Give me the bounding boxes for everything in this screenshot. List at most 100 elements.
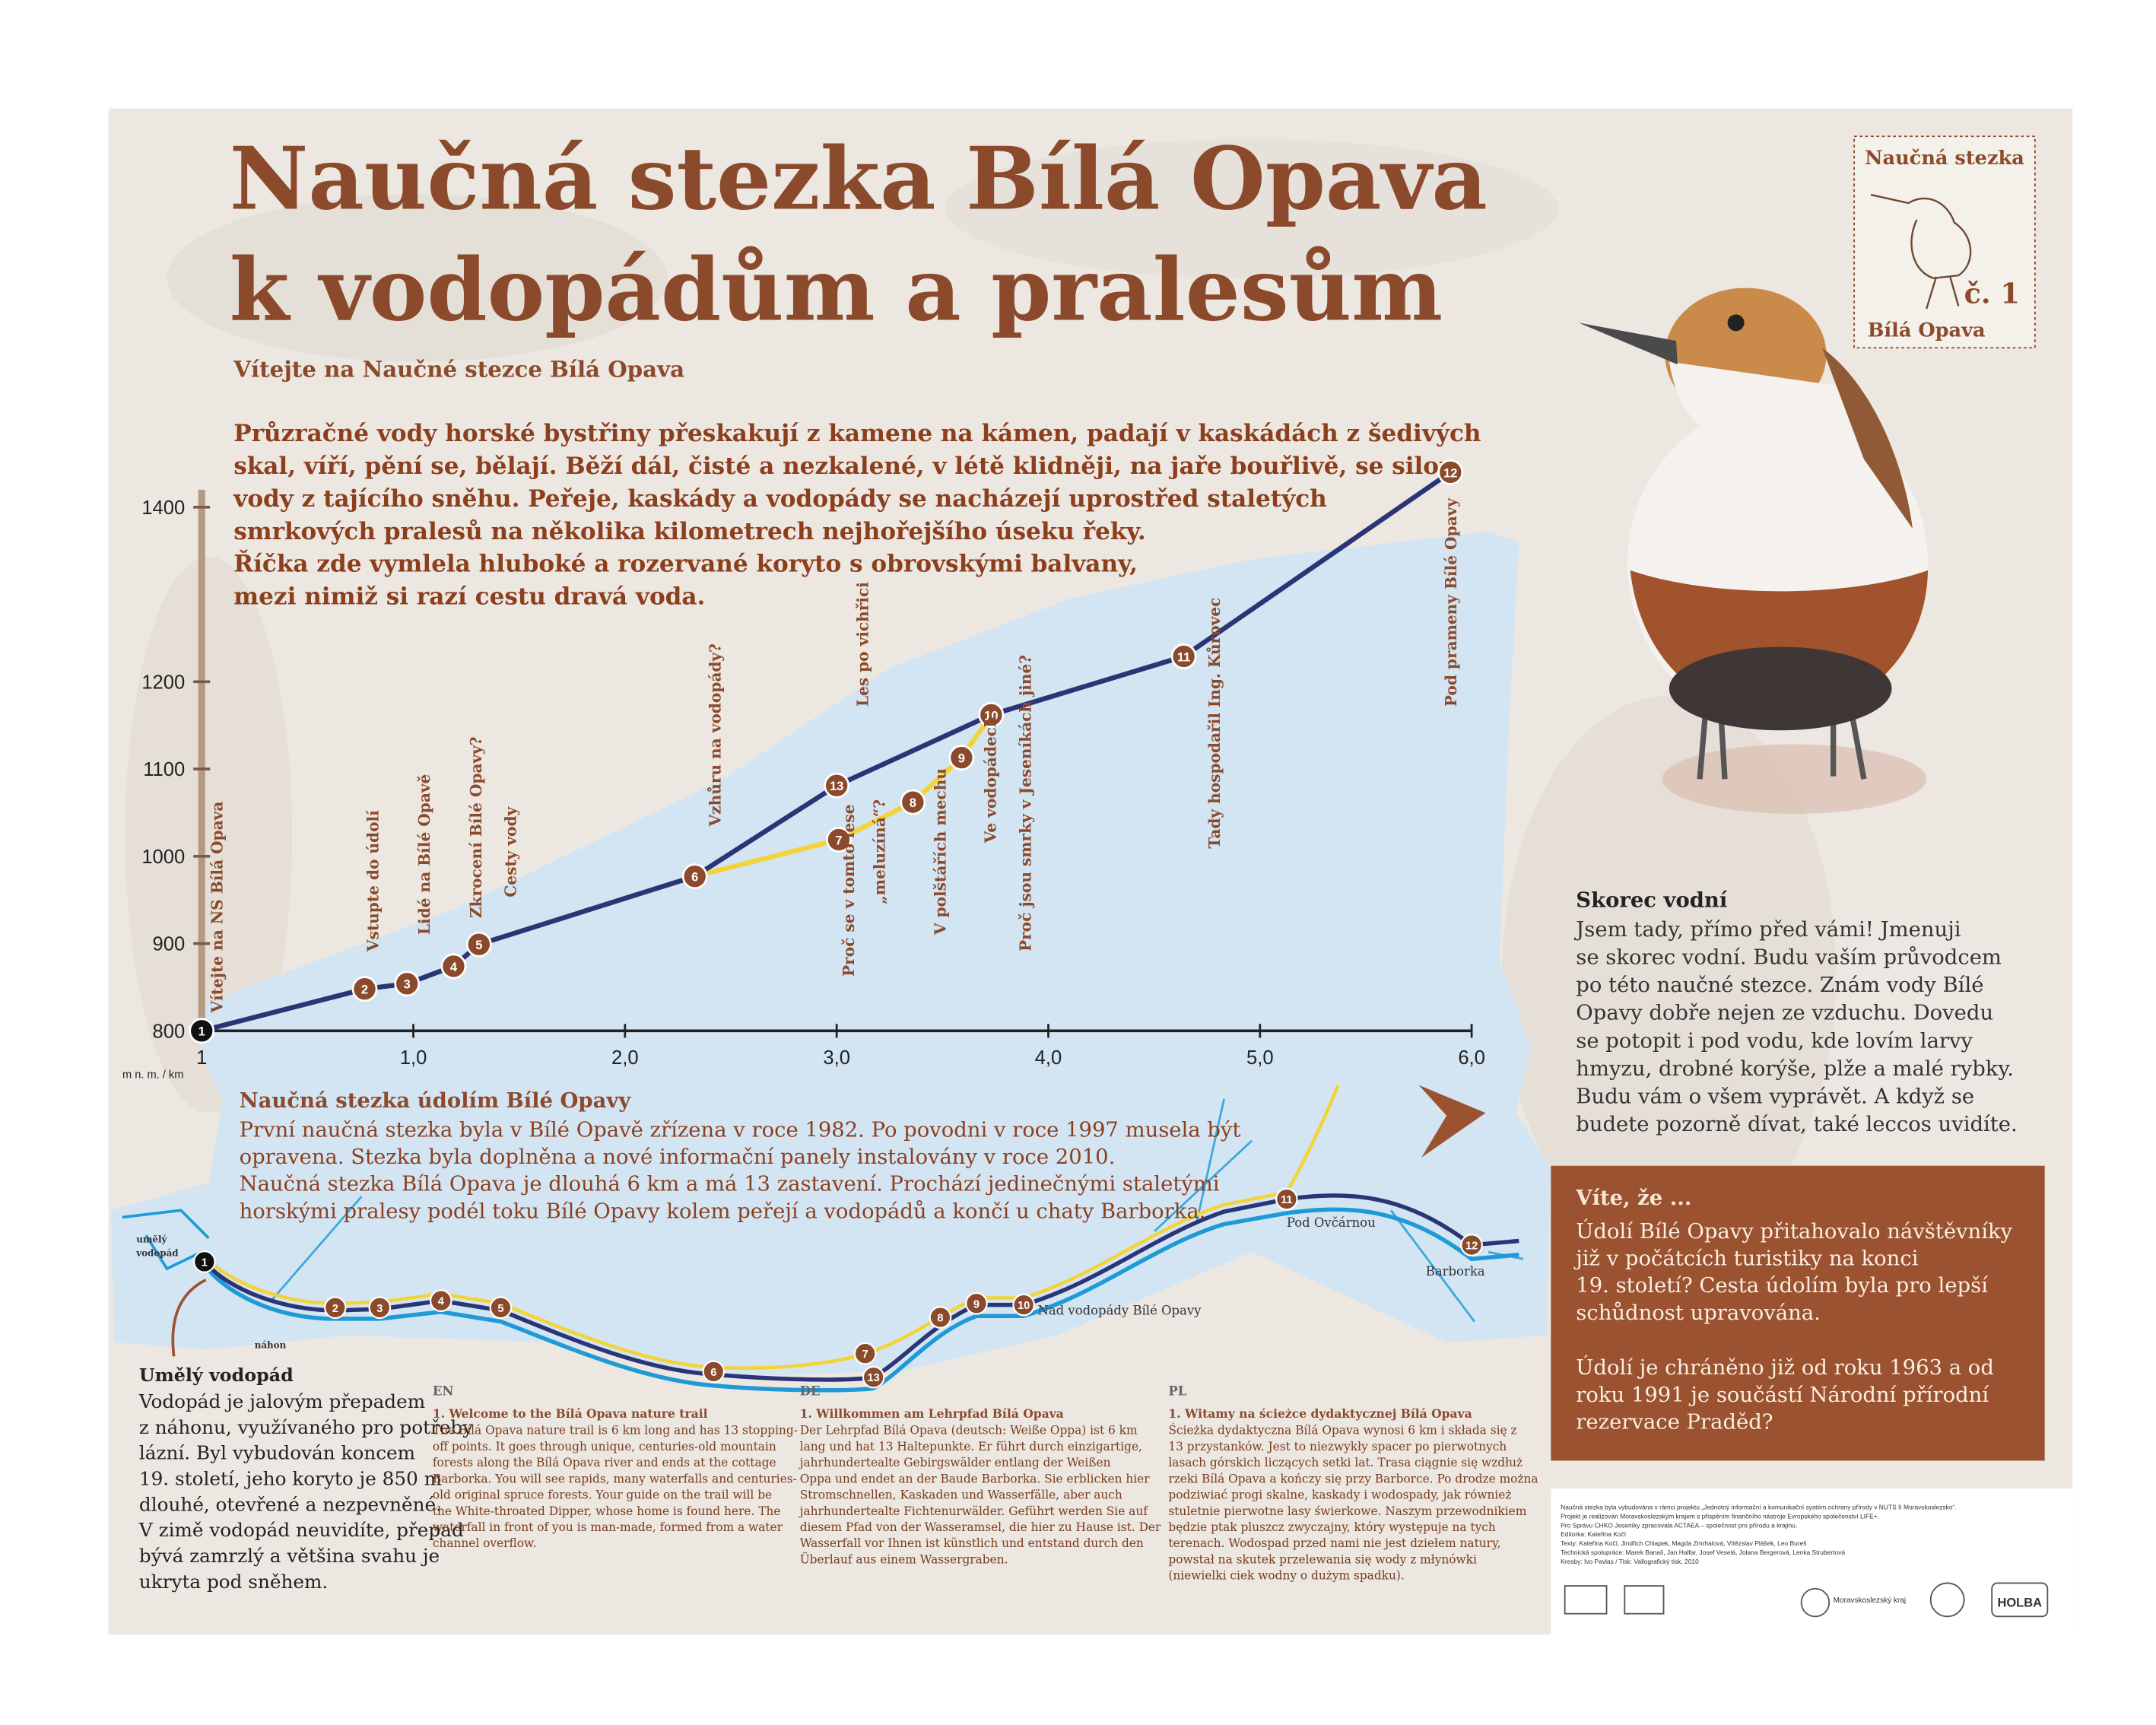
translation-line: waterfall in front of you is man-made, f…: [433, 1520, 783, 1534]
translation-lang: PL: [1168, 1384, 1186, 1399]
dipper-illustration: [1578, 288, 1929, 814]
stop-marker: [978, 701, 1005, 728]
intro-line: Říčka zde vymlela hluboké a rozervané ko…: [233, 549, 1138, 578]
footer-line: Pro Správu CHKO Jeseníky zpracovala ACTA…: [1561, 1521, 1797, 1529]
note-line: dlouhé, otevřené a nezpevněné.: [139, 1493, 442, 1515]
note-line: lázní. Byl vybudován koncem: [139, 1442, 415, 1464]
translation-line: powstał na skutek przelewania się wody z…: [1168, 1552, 1477, 1566]
stop-annotation: Proč jsou smrky v Jeseníkách jiné?: [1016, 655, 1034, 951]
map-stop-number: 2: [332, 1303, 338, 1315]
stop-number: 13: [830, 780, 843, 793]
stop-annotation: Vítejte na NS Bílá Opava: [208, 802, 227, 1014]
note-line: Vodopád je jalovým přepadem: [138, 1390, 425, 1412]
stop-marker: [900, 789, 926, 815]
stamp-text: Bílá Opava: [1868, 319, 1986, 342]
direction-arrow: [1418, 1085, 1486, 1158]
map-stop: [702, 1360, 726, 1383]
axis-unit: m n. m. / km: [122, 1069, 183, 1082]
map-stop: [1460, 1234, 1483, 1256]
info-heading: Víte, že ...: [1575, 1186, 1691, 1210]
info-line: rezervace Praděd?: [1576, 1410, 1773, 1434]
map-stop-number: 3: [376, 1303, 383, 1315]
note-line: bývá zamrzlý a většina svahu je: [139, 1545, 440, 1567]
translation-line: podziwiać progi skalne, kaskady i wodosp…: [1168, 1488, 1511, 1502]
translation-line: forests along the Bílá Opava river and e…: [433, 1456, 776, 1469]
translation-line: rzeki Bílá Opava a kończy się przy Barbo…: [1168, 1472, 1538, 1485]
translation-line: Barborka. You will see rapids, many wate…: [433, 1472, 797, 1485]
y-tick-label: 900: [153, 934, 186, 955]
footer-line: Kresby: Ivo Pavlas / Tisk: Vallografický…: [1561, 1558, 1699, 1565]
note-line: ukryta pod sněhem.: [139, 1571, 328, 1593]
footer-logo-text: Moravskoslezský kraj: [1834, 1596, 1906, 1605]
stop-number: 5: [475, 939, 482, 952]
stop-annotation: Vzhůru na vodopády?: [706, 643, 724, 827]
translation-line: będzie ptak pluszcz zwyczajny, który wys…: [1168, 1520, 1496, 1534]
map-stop-number: 8: [937, 1313, 943, 1325]
profile-line: [201, 470, 1453, 1034]
footer-line: Texty: Kateřina Kočí, Jindřich Chlapek, …: [1561, 1539, 1806, 1547]
map-stop-number: 13: [867, 1372, 879, 1384]
map-label: náhon: [255, 1339, 287, 1350]
info-line: 19. století? Cesta údolím byla pro lepší: [1576, 1274, 1988, 1298]
map-text-line: opravena. Stezka byla doplněna a nové in…: [240, 1145, 1116, 1169]
translation-line: diesem Pfad von der Wasseramsel, die hie…: [800, 1520, 1161, 1534]
title: k vodopádům a pralesům: [230, 240, 1443, 341]
map-stop-number: 9: [973, 1298, 980, 1310]
translation-line: channel overflow.: [433, 1536, 536, 1550]
footer-area: [1551, 1488, 2073, 1635]
stop-marker: [465, 931, 492, 958]
translation-line: Ścieżka dydaktyczna Bílá Opava wynosi 6 …: [1168, 1424, 1516, 1438]
dipper-line: Budu vám o všem vyprávět. A když se: [1576, 1085, 1974, 1108]
dipper-line: se potopit i pod vodu, kde lovím larvy: [1576, 1029, 1973, 1053]
translation-line: The Bílá Opava nature trail is 6 km long…: [433, 1424, 798, 1438]
stop-annotation: Cesty vody: [502, 805, 520, 897]
stop-number: 2: [361, 983, 368, 997]
intro-line: skal, víří, pění se, bělají. Běží dál, č…: [233, 453, 1456, 480]
translation-heading: 1. Willkommen am Lehrpfad Bílá Opava: [800, 1406, 1064, 1421]
stop-annotation: Les po vichřici: [853, 582, 872, 707]
info-line: již v počátcích turistiky na konci: [1573, 1247, 1918, 1271]
stop-marker: [824, 772, 850, 799]
map-label: Barborka: [1426, 1264, 1485, 1279]
footer-line: Projekt je realizován Moravskoslezským k…: [1561, 1512, 1879, 1520]
footer-line: Technická spolupráce: Marek Banaš, Jan H…: [1561, 1549, 1845, 1556]
dipper-line: se skorec vodní. Budu vaším průvodcem: [1576, 945, 2002, 970]
translation-line: stuletnie pierwotne lasy świerkowe. Nasz…: [1168, 1504, 1526, 1518]
translation-line: 13 przystanków. Jest to niezwykły spacer…: [1168, 1440, 1507, 1453]
x-tick-label: 1,0: [400, 1047, 427, 1069]
info-line: Údolí Bílé Opavy přitahovalo návštěvníky: [1576, 1218, 2012, 1244]
stop-marker: [681, 863, 708, 890]
stop-number: 1: [198, 1025, 205, 1039]
stop-annotation: Lidé na Bílé Opavě: [415, 774, 433, 935]
map-stop: [862, 1365, 885, 1389]
map-stop: [489, 1296, 513, 1320]
footer-logos: [1564, 1582, 2049, 1618]
info-line: roku 1991 je součástí Národní přírodní: [1576, 1383, 1989, 1407]
stop-number: 3: [404, 978, 411, 992]
x-tick-label: 5,0: [1246, 1047, 1274, 1069]
translation-line: Stromschnellen, Kaskaden und Wasserfälle…: [800, 1488, 1122, 1502]
map-stop-number: 7: [862, 1349, 868, 1361]
map-stop: [965, 1291, 988, 1315]
info-box: [1551, 1165, 2045, 1461]
map-stop: [1275, 1187, 1298, 1211]
dipper-line: po této naučné stezce. Znám vody Bílé: [1576, 974, 1983, 997]
map-stop: [323, 1296, 347, 1320]
translation-line: (niewielki ciek wodny o dużym spadku).: [1168, 1569, 1404, 1583]
intro-line: smrkových pralesů na několika kilometrec…: [233, 518, 1145, 545]
pointer-arrow: [171, 1279, 207, 1357]
map-stop: [368, 1296, 392, 1320]
water-area: [111, 531, 1551, 1377]
translation-lang: DE: [800, 1384, 821, 1399]
dipper-line: Jsem tady, přímo před vámi! Jmenuji: [1573, 918, 1961, 942]
stop-marker: [1437, 459, 1464, 485]
map-text-line: horskými pralesy podél toku Bílé Opavy k…: [240, 1199, 1206, 1223]
note-heading: Umělý vodopád: [139, 1364, 294, 1386]
stop-marker: [826, 827, 852, 853]
map-stop-number: 5: [497, 1303, 503, 1315]
stop-number: 8: [910, 796, 916, 810]
stop-number: 10: [984, 709, 998, 723]
stop-marker: [440, 953, 467, 980]
translation-line: jahrhundertealte Gebirgswälder entlang d…: [799, 1456, 1111, 1469]
